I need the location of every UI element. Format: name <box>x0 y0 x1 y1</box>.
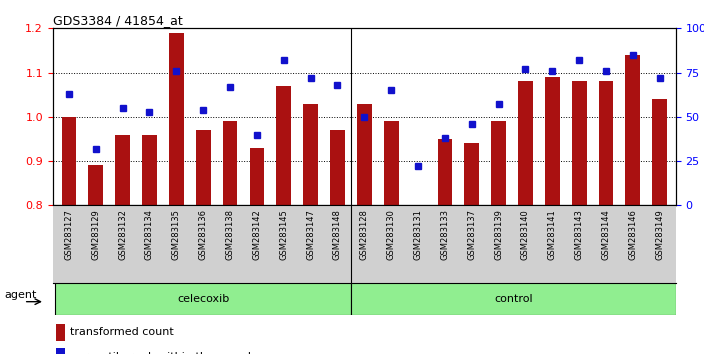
Text: GSM283136: GSM283136 <box>199 209 208 260</box>
Text: agent: agent <box>4 290 37 300</box>
Bar <box>351 283 676 315</box>
Text: celecoxib: celecoxib <box>177 294 230 304</box>
Bar <box>142 135 157 205</box>
Bar <box>437 139 452 205</box>
Text: GSM283127: GSM283127 <box>64 209 73 260</box>
Bar <box>115 135 130 205</box>
Text: GSM283130: GSM283130 <box>386 209 396 260</box>
Bar <box>61 117 76 205</box>
Text: GSM283138: GSM283138 <box>225 209 234 260</box>
Bar <box>56 283 351 315</box>
Bar <box>598 81 613 205</box>
Bar <box>56 348 65 354</box>
Text: GSM283129: GSM283129 <box>92 209 100 260</box>
Text: GSM283135: GSM283135 <box>172 209 181 260</box>
Bar <box>545 77 560 205</box>
Bar <box>465 143 479 205</box>
Bar <box>357 103 372 205</box>
Text: GSM283137: GSM283137 <box>467 209 476 260</box>
Text: GSM283145: GSM283145 <box>279 209 288 260</box>
Text: control: control <box>494 294 533 304</box>
Bar <box>625 55 640 205</box>
Text: GSM283134: GSM283134 <box>145 209 154 260</box>
Bar <box>277 86 291 205</box>
Bar <box>491 121 506 205</box>
Text: GSM283146: GSM283146 <box>629 209 637 260</box>
Bar <box>89 165 103 205</box>
Text: GDS3384 / 41854_at: GDS3384 / 41854_at <box>53 14 182 27</box>
Text: GSM283143: GSM283143 <box>574 209 584 260</box>
Text: GSM283132: GSM283132 <box>118 209 127 260</box>
Bar <box>303 103 318 205</box>
Bar <box>572 81 586 205</box>
Text: GSM283128: GSM283128 <box>360 209 369 260</box>
Text: GSM283148: GSM283148 <box>333 209 342 260</box>
Text: transformed count: transformed count <box>70 327 174 337</box>
Text: GSM283149: GSM283149 <box>655 209 665 260</box>
Bar <box>518 81 533 205</box>
Text: GSM283140: GSM283140 <box>521 209 530 260</box>
Text: percentile rank within the sample: percentile rank within the sample <box>70 352 258 354</box>
Bar <box>169 33 184 205</box>
Bar <box>330 130 345 205</box>
Bar <box>56 324 65 341</box>
Bar <box>222 121 237 205</box>
Text: GSM283131: GSM283131 <box>413 209 422 260</box>
Text: GSM283139: GSM283139 <box>494 209 503 260</box>
Text: GSM283142: GSM283142 <box>253 209 261 260</box>
Text: GSM283133: GSM283133 <box>441 209 449 260</box>
Bar <box>384 121 398 205</box>
Bar <box>196 130 210 205</box>
Text: GSM283141: GSM283141 <box>548 209 557 260</box>
Bar <box>653 99 667 205</box>
Text: GSM283144: GSM283144 <box>601 209 610 260</box>
Bar <box>249 148 264 205</box>
Text: GSM283147: GSM283147 <box>306 209 315 260</box>
